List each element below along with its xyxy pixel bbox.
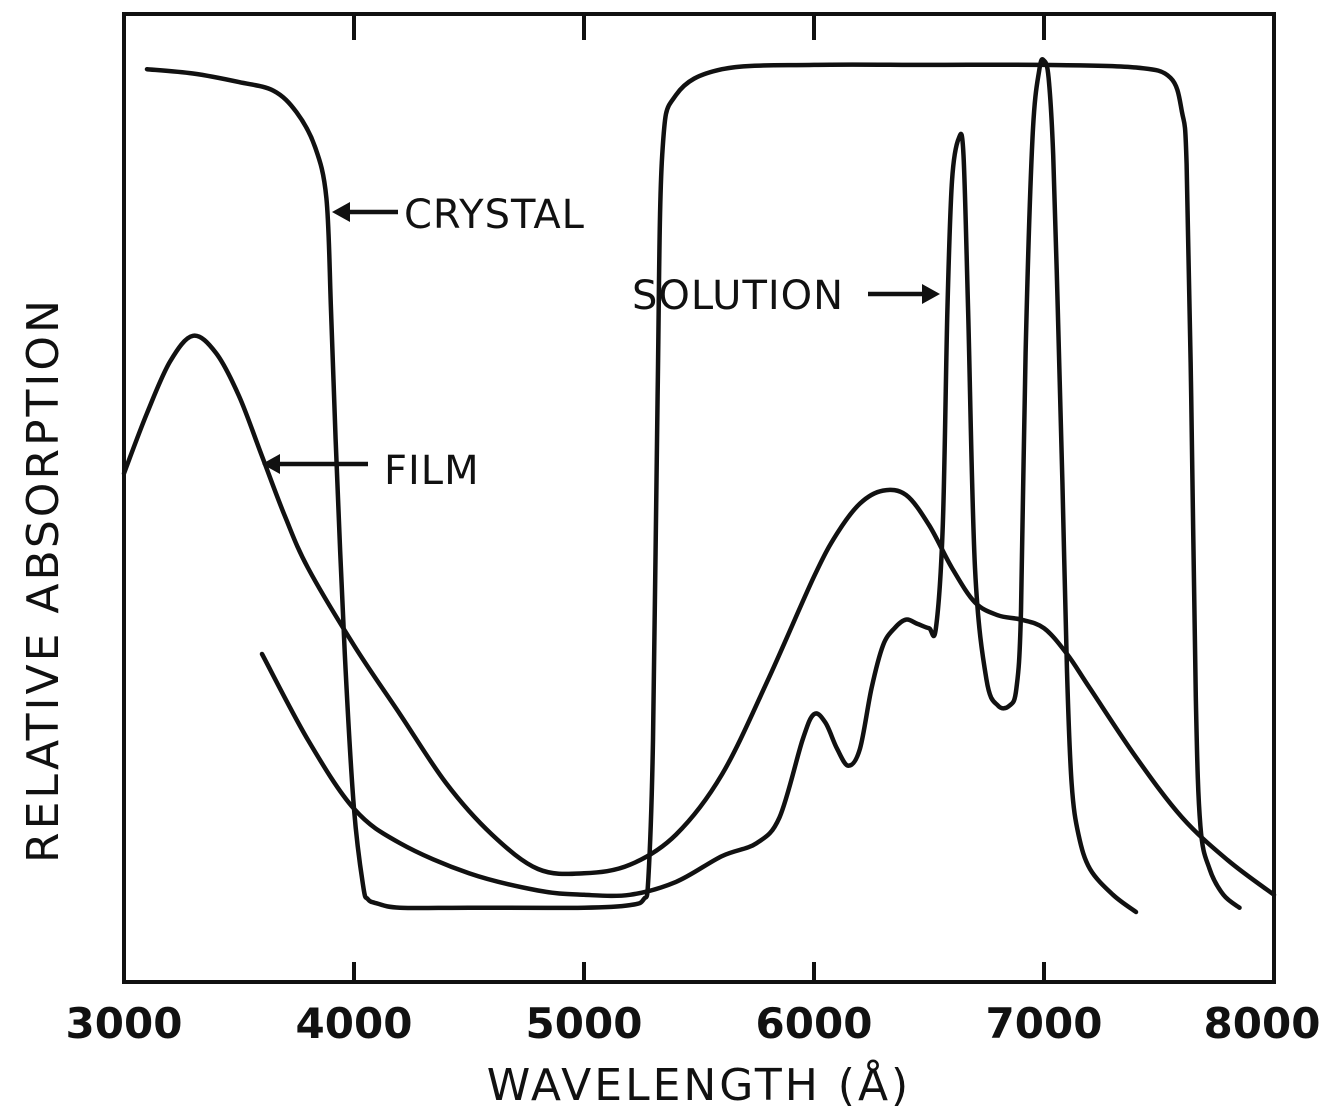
x-tick-label-8000: 8000 bbox=[1204, 999, 1321, 1048]
series-line-film bbox=[121, 333, 1277, 898]
x-tick-label-5000: 5000 bbox=[526, 999, 643, 1048]
series-curves bbox=[121, 57, 1277, 915]
series-line-solution bbox=[259, 57, 1139, 915]
annotation-solution-label: SOLUTION bbox=[632, 273, 844, 319]
annotation-film-arrowhead bbox=[262, 454, 280, 474]
x-tick-label-3000: 3000 bbox=[66, 999, 183, 1048]
x-ticks: 3000 4000 5000 6000 7000 8000 bbox=[66, 14, 1321, 1048]
annotation-crystal-arrowhead bbox=[332, 202, 350, 222]
y-axis-label: RELATIVE ABSORPTION bbox=[18, 297, 69, 863]
series-line-crystal bbox=[144, 62, 1242, 911]
x-tick-label-4000: 4000 bbox=[296, 999, 413, 1048]
x-tick-label-7000: 7000 bbox=[986, 999, 1103, 1048]
annotation-solution-arrowhead bbox=[922, 284, 940, 304]
x-tick-label-6000: 6000 bbox=[756, 999, 873, 1048]
annotation-crystal: CRYSTAL bbox=[332, 192, 585, 238]
annotation-film: FILM bbox=[262, 448, 480, 494]
plot-frame bbox=[122, 12, 1276, 984]
annotation-crystal-label: CRYSTAL bbox=[404, 192, 585, 238]
x-axis-label: WAVELENGTH (Å) bbox=[487, 1058, 911, 1111]
annotation-film-label: FILM bbox=[384, 448, 480, 494]
annotation-solution: SOLUTION bbox=[632, 273, 940, 319]
